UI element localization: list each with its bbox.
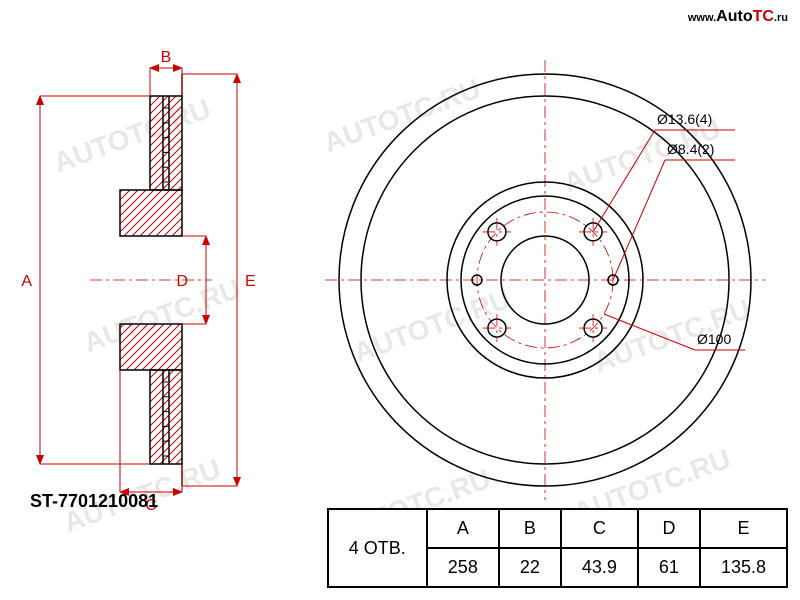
logo-ru: .ru: [774, 12, 788, 24]
svg-text:E: E: [245, 273, 256, 290]
col-B: B: [499, 509, 561, 548]
part-number: ST-7701210081: [30, 491, 158, 512]
hole-count-cell: 4 ОТВ.: [328, 509, 427, 587]
val-C: 43.9: [561, 548, 638, 587]
svg-text:D: D: [176, 273, 188, 290]
side-section-view: AEDBC: [21, 49, 255, 514]
logo-auto: Auto: [716, 8, 752, 25]
svg-text:Ø8.4(2): Ø8.4(2): [667, 141, 714, 157]
col-E: E: [700, 509, 787, 548]
col-A: A: [427, 509, 499, 548]
val-E: 135.8: [700, 548, 787, 587]
val-D: 61: [638, 548, 700, 587]
svg-text:B: B: [161, 49, 172, 66]
val-A: 258: [427, 548, 499, 587]
svg-text:Ø13.6(4): Ø13.6(4): [657, 111, 712, 127]
col-C: C: [561, 509, 638, 548]
svg-text:A: A: [21, 273, 32, 290]
svg-text:Ø100: Ø100: [697, 331, 731, 347]
site-logo: www.AutoTC.ru: [688, 8, 788, 26]
table-header-row: 4 ОТВ. A B C D E: [328, 509, 787, 548]
dimension-table: 4 ОТВ. A B C D E 258 22 43.9 61 135.8: [327, 508, 788, 588]
logo-tc: TC: [753, 8, 774, 25]
col-D: D: [638, 509, 700, 548]
val-B: 22: [499, 548, 561, 587]
front-face-view: Ø13.6(4) Ø8.4(2) Ø100: [325, 60, 765, 500]
logo-www: www.: [688, 12, 716, 24]
